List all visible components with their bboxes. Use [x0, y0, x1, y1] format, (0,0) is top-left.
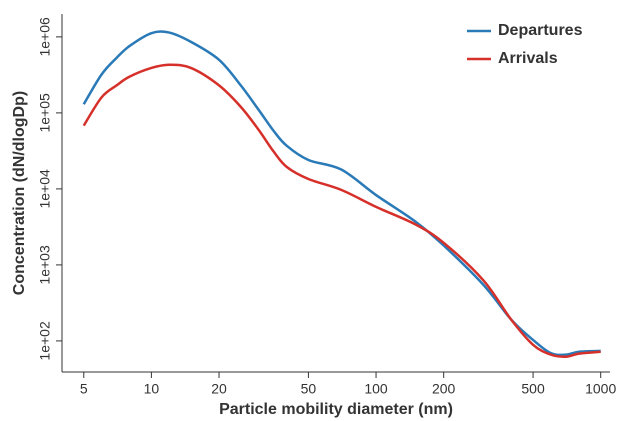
- legend-label: Arrivals: [498, 50, 558, 67]
- y-tick-label: 1e+04: [37, 169, 53, 209]
- y-tick-label: 1e+06: [37, 17, 53, 57]
- x-tick-label: 100: [364, 381, 388, 397]
- legend-label: Departures: [498, 22, 583, 39]
- line-series: [82, 30, 601, 357]
- y-axis-label: Concentration (dN/dlogDp): [11, 91, 28, 295]
- line-series: [82, 63, 601, 358]
- x-tick-label: 10: [144, 381, 160, 397]
- y-tick-label: 1e+05: [37, 93, 53, 133]
- x-tick-label: 1000: [585, 381, 616, 397]
- y-tick-label: 1e+03: [37, 245, 53, 285]
- x-tick-label: 20: [211, 381, 227, 397]
- x-tick-label: 50: [301, 381, 317, 397]
- x-tick-label: 5: [80, 381, 88, 397]
- x-axis-label: Particle mobility diameter (nm): [219, 401, 453, 418]
- x-tick-label: 500: [521, 381, 545, 397]
- y-tick-label: 1e+02: [37, 321, 53, 361]
- x-tick-label: 200: [432, 381, 456, 397]
